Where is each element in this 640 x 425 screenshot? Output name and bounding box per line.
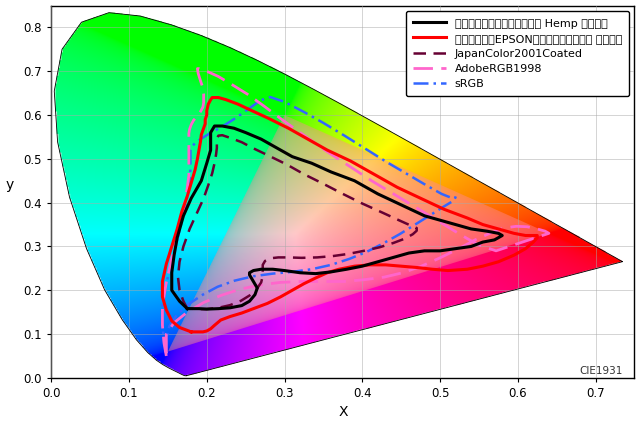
- Legend: 当サービス（ハーネミューレ Hemp の場合）, 当サービス（EPSON写真用紙クリスピア の場合）, JapanColor2001Coated, AdobeR: 当サービス（ハーネミューレ Hemp の場合）, 当サービス（EPSON写真用紙…: [406, 11, 629, 96]
- Text: CIE1931: CIE1931: [579, 366, 623, 376]
- X-axis label: X: X: [338, 405, 348, 419]
- Y-axis label: y: y: [6, 178, 14, 192]
- Polygon shape: [168, 115, 549, 351]
